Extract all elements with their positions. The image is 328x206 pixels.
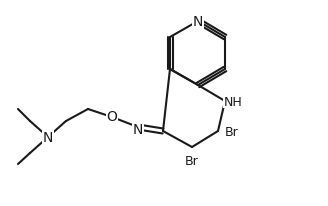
Text: O: O xyxy=(107,109,117,123)
Text: N: N xyxy=(43,130,53,144)
Text: Br: Br xyxy=(185,155,199,168)
Text: N: N xyxy=(133,122,143,136)
Text: Br: Br xyxy=(225,125,239,138)
Text: NH: NH xyxy=(224,95,242,108)
Text: N: N xyxy=(193,15,203,29)
